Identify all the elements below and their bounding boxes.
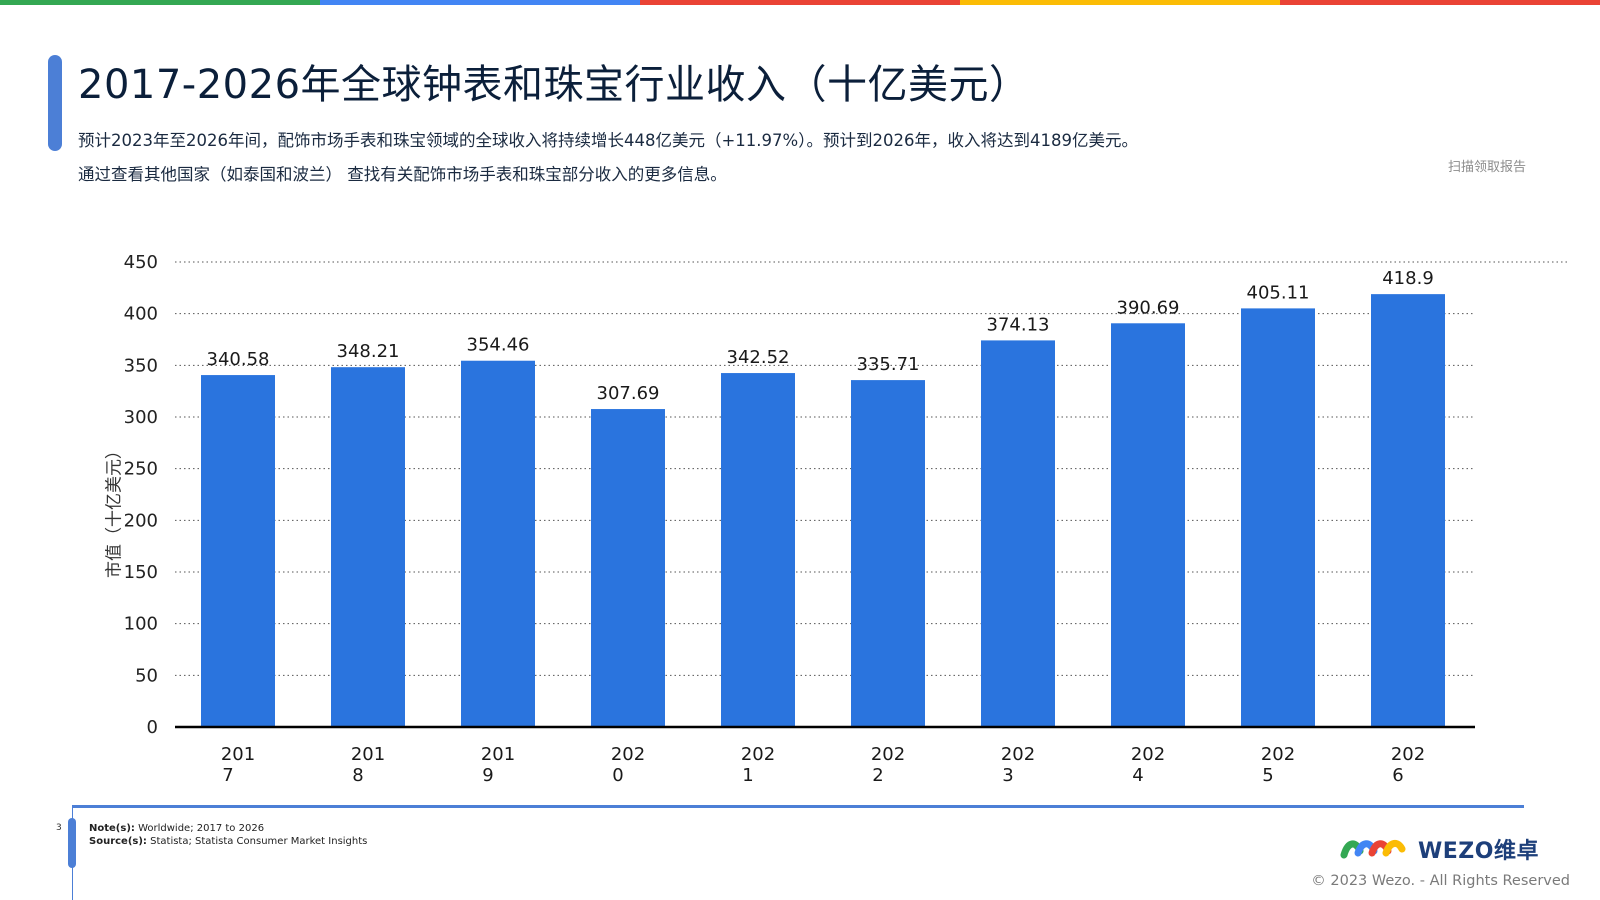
y-tick-label: 400 bbox=[124, 304, 158, 325]
bar-value-label: 335.71 bbox=[857, 354, 920, 375]
y-tick-label: 100 bbox=[124, 614, 158, 635]
x-tick-label: 0 bbox=[612, 765, 623, 786]
bar-value-label: 340.58 bbox=[207, 349, 270, 370]
page-number: 3 bbox=[56, 823, 62, 833]
bar bbox=[1241, 308, 1315, 727]
x-tick-label: 201 bbox=[351, 744, 385, 765]
bar-value-label: 418.9 bbox=[1382, 268, 1434, 289]
wezo-logo-icon bbox=[1340, 840, 1406, 859]
x-tick-label: 3 bbox=[1002, 765, 1013, 786]
y-tick-label: 250 bbox=[124, 459, 158, 480]
y-tick-label: 350 bbox=[124, 355, 158, 376]
bar-value-label: 348.21 bbox=[337, 341, 400, 362]
top-bar-segment bbox=[640, 0, 960, 5]
bar bbox=[1111, 323, 1185, 727]
bar bbox=[851, 380, 925, 727]
x-tick-label: 2 bbox=[872, 765, 883, 786]
x-tick-label: 201 bbox=[481, 744, 515, 765]
bar bbox=[331, 367, 405, 727]
description-line-1: 预计2023年至2026年间，配饰市场手表和珠宝领域的全球收入将持续增长448亿… bbox=[78, 131, 1138, 150]
x-tick-label: 1 bbox=[742, 765, 753, 786]
bar-value-label: 405.11 bbox=[1247, 282, 1310, 303]
x-tick-label: 202 bbox=[1001, 744, 1035, 765]
bar bbox=[201, 375, 275, 727]
x-tick-label: 202 bbox=[1131, 744, 1165, 765]
copyright-text: © 2023 Wezo. - All Rights Reserved bbox=[1311, 873, 1570, 889]
bar-value-label: 354.46 bbox=[467, 335, 530, 356]
note-text: Worldwide; 2017 to 2026 bbox=[138, 823, 265, 834]
top-bar-segment bbox=[960, 0, 1280, 5]
y-tick-label: 450 bbox=[124, 252, 158, 273]
y-tick-label: 300 bbox=[124, 407, 158, 428]
bar-value-label: 374.13 bbox=[987, 314, 1050, 335]
top-bar-segment bbox=[1280, 0, 1600, 5]
top-bar-segment bbox=[0, 0, 320, 5]
x-tick-label: 202 bbox=[741, 744, 775, 765]
x-tick-label: 5 bbox=[1262, 765, 1273, 786]
footer-notes: Note(s): Worldwide; 2017 to 2026 Source(… bbox=[89, 822, 367, 848]
x-tick-label: 201 bbox=[221, 744, 255, 765]
y-tick-label: 0 bbox=[147, 717, 158, 738]
x-tick-label: 4 bbox=[1132, 765, 1143, 786]
y-tick-label: 50 bbox=[135, 665, 158, 686]
page-title: 2017-2026年全球钟表和珠宝行业收入（十亿美元） bbox=[78, 62, 1030, 108]
x-tick-label: 202 bbox=[611, 744, 645, 765]
bar-value-label: 390.69 bbox=[1117, 297, 1180, 318]
x-tick-label: 202 bbox=[1261, 744, 1295, 765]
scan-hint: 扫描领取报告 bbox=[1447, 160, 1526, 175]
x-tick-label: 7 bbox=[222, 765, 233, 786]
x-tick-label: 8 bbox=[352, 765, 363, 786]
x-tick-label: 6 bbox=[1392, 765, 1403, 786]
bar-chart: 050100150200250300350400450340.582017348… bbox=[124, 252, 1568, 786]
wezo-logo: WEZO维卓 bbox=[1340, 833, 1539, 865]
bar bbox=[981, 340, 1055, 727]
bar bbox=[591, 409, 665, 727]
source-text: Statista; Statista Consumer Market Insig… bbox=[150, 836, 368, 847]
top-bar-segment bbox=[320, 0, 640, 5]
x-tick-label: 202 bbox=[1391, 744, 1425, 765]
bar bbox=[1371, 294, 1445, 727]
title-accent-bar bbox=[48, 55, 62, 151]
logo-text: WEZO维卓 bbox=[1418, 839, 1539, 864]
description-line-2: 通过查看其他国家（如泰国和波兰） 查找有关配饰市场手表和珠宝部分收入的更多信息。 bbox=[78, 165, 727, 184]
bar bbox=[461, 360, 535, 727]
x-tick-label: 9 bbox=[482, 765, 493, 786]
note-label: Note(s): bbox=[89, 823, 135, 834]
bar-value-label: 342.52 bbox=[727, 347, 790, 368]
x-tick-label: 202 bbox=[871, 744, 905, 765]
y-tick-label: 150 bbox=[124, 562, 158, 583]
bar-value-label: 307.69 bbox=[597, 383, 660, 404]
source-label: Source(s): bbox=[89, 836, 147, 847]
bar bbox=[721, 373, 795, 727]
top-color-bar bbox=[0, 0, 1600, 5]
y-tick-label: 200 bbox=[124, 510, 158, 531]
footer-accent-pill bbox=[68, 818, 76, 868]
footer-divider bbox=[72, 805, 1524, 808]
